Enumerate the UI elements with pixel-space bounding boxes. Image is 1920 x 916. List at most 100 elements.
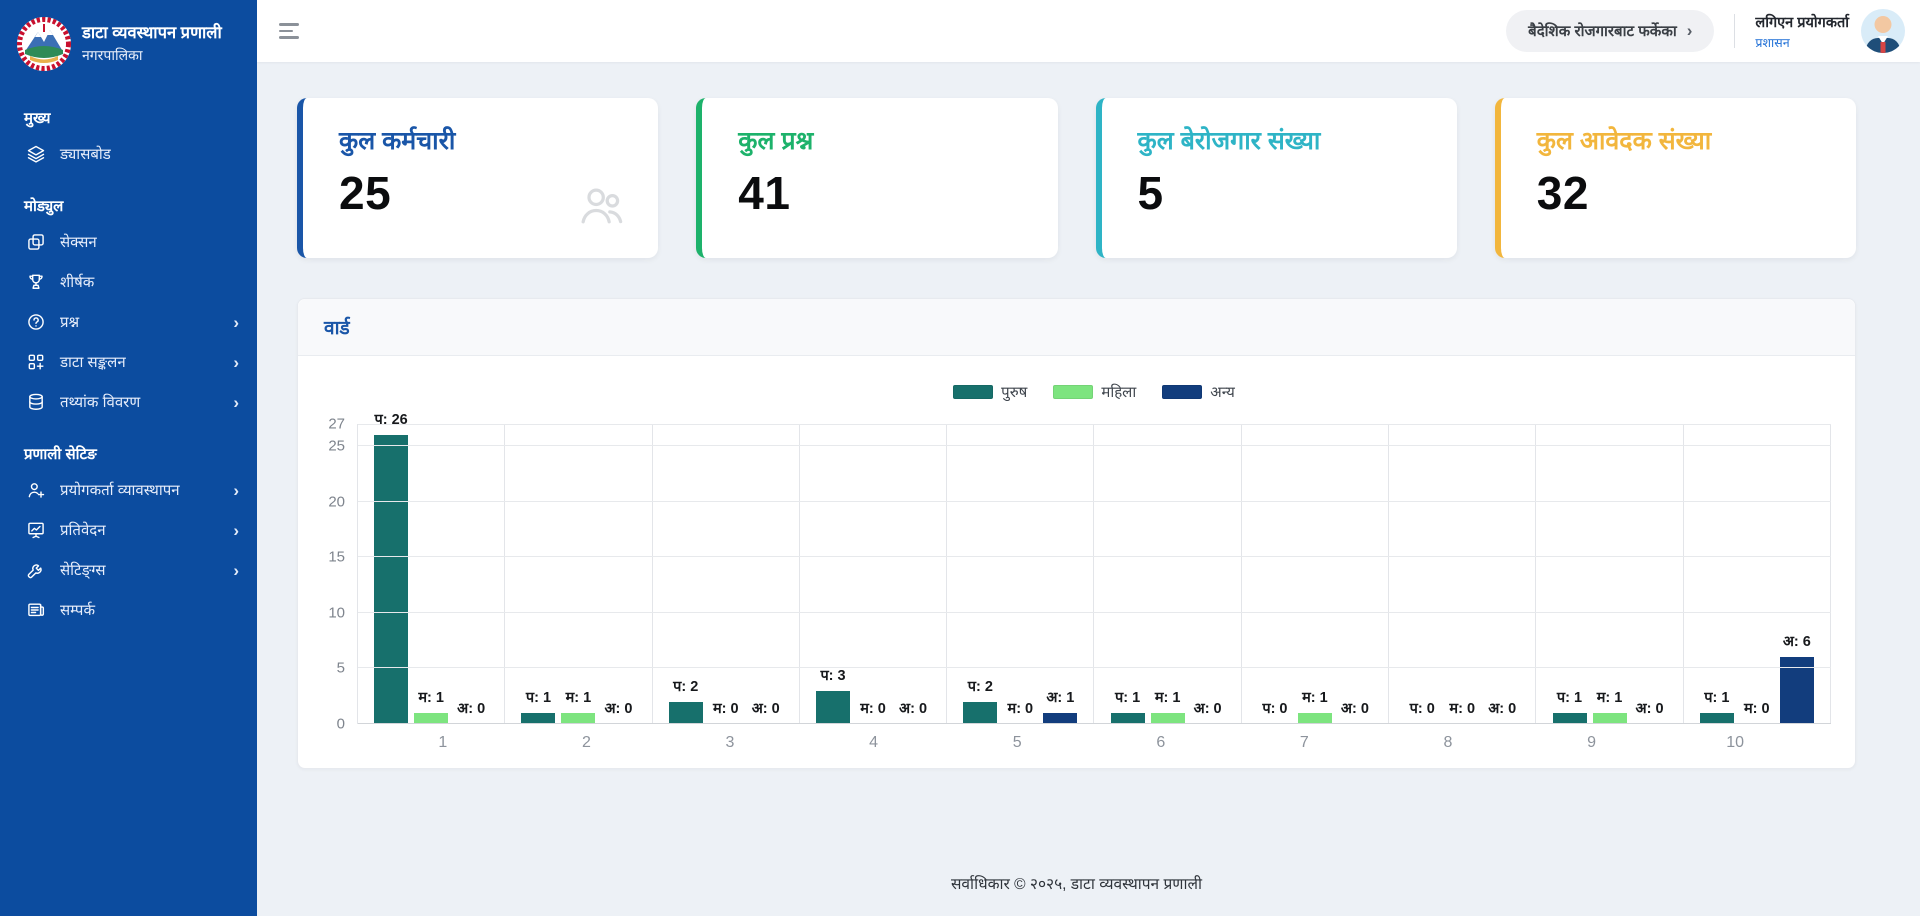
bar-value-label: म: 0	[1744, 701, 1770, 717]
y-tick-label: 5	[336, 659, 345, 677]
brand: डाटा व्यवस्थापन प्रणाली नगरपालिका	[0, 10, 257, 86]
page-content: कुल कर्मचारी 25 कुल प्रश्न 41 कुल बेरोजगार स…	[257, 62, 1920, 916]
question-circle-icon	[26, 312, 46, 332]
x-tick-label: 5	[1012, 734, 1022, 751]
bar-value-label: अ: 0	[1635, 701, 1664, 717]
ward-group-1: प: 26 म: 1 अ: 0	[358, 412, 506, 724]
ward-group-10: प: 1 म: 0 अ: 6	[1684, 424, 1831, 724]
bar-value-label: अ: 0	[899, 701, 928, 717]
sidebar-item-dashboard[interactable]: ड्यासबोड	[0, 134, 257, 174]
ward-group-3: प: 2 म: 0 अ: 0	[653, 424, 800, 724]
hamburger-menu-icon[interactable]	[279, 23, 299, 39]
stat-title: कुल बेरोजगार संख्या	[1137, 127, 1321, 155]
sidebar-item-report[interactable]: प्रतिवेदन ›	[0, 510, 257, 550]
users-icon	[576, 180, 628, 232]
ward-chart-panel: वार्ड पुरुष महिला अन्य 0 5 10 15 20 25 27 प: 26 म…	[297, 298, 1856, 769]
legend-item-पुरुष[interactable]: पुरुष	[953, 382, 1027, 402]
sidebar-item-title[interactable]: शीर्षक	[0, 262, 257, 302]
bar-महिला-ward-2	[561, 712, 596, 724]
bar-पुरुष-ward-9	[1552, 712, 1587, 724]
legend-label: अन्य	[1210, 384, 1235, 401]
legend-item-अन्य[interactable]: अन्य	[1162, 382, 1235, 402]
bar-value-label: म: 1	[565, 689, 592, 706]
sidebar-item-label: प्रतिवेदन	[60, 522, 106, 539]
panel-header: वार्ड	[298, 299, 1855, 356]
database-icon	[26, 392, 46, 412]
y-tick-label: 20	[328, 493, 345, 511]
sidebar-item-section[interactable]: सेक्सन	[0, 222, 257, 262]
bar-पुरुष-ward-10	[1699, 712, 1734, 724]
ward-bar-chart: 0 5 10 15 20 25 27 प: 26 म: 1 अ: 0 प: 1 म: 1 अ: 0 प:…	[312, 412, 1831, 733]
legend-item-महिला[interactable]: महिला	[1053, 382, 1136, 402]
bar-value-label: प: 2	[967, 678, 993, 695]
sidebar-item-label: शीर्षक	[60, 274, 95, 291]
footer-copyright: सर्वाधिकार © २०२५, डाटा व्यवस्थापन प्रणा…	[950, 876, 1203, 893]
sidebar-item-label: डाटा सङ्कलन	[60, 354, 126, 371]
bar-value-label: अ: 0	[457, 701, 486, 717]
foreign-employment-returnee-label: बैदेशिक रोजगारबाट फर्केका	[1528, 23, 1677, 40]
bar-value-label: प: 2	[673, 678, 699, 695]
sidebar-item-label: सम्पर्क	[60, 602, 95, 619]
y-tick-label: 10	[328, 604, 345, 622]
stat-title: कुल प्रश्न	[738, 127, 814, 155]
bar-value-label: अ: 0	[751, 701, 780, 717]
bar-पुरुष-ward-3	[668, 701, 703, 724]
sidebar-item-label: प्रश्न	[60, 314, 80, 331]
sidebar-section-label: मोड्युल	[24, 198, 64, 215]
copy-icon	[26, 232, 46, 252]
sidebar-item-statistics-detail[interactable]: तथ्यांक विवरण ›	[0, 382, 257, 422]
bar-value-label: म: 1	[1154, 689, 1181, 706]
chevron-right-icon: ›	[233, 352, 239, 372]
bar-value-label: म: 0	[712, 701, 739, 717]
user-name: लगिएन प्रयोगकर्ता	[1755, 14, 1849, 31]
sidebar-item-user-management[interactable]: प्रयोगकर्ता व्यावस्थापन ›	[0, 470, 257, 510]
bar-पुरुष-ward-6	[1110, 712, 1145, 724]
layers-icon	[26, 144, 46, 164]
stat-value: 32	[1536, 167, 1589, 219]
topbar: बैदेशिक रोजगारबाट फर्केका › लगिएन प्रयोग…	[257, 0, 1920, 62]
user-plus-icon	[26, 480, 46, 500]
foreign-employment-returnee-button[interactable]: बैदेशिक रोजगारबाट फर्केका ›	[1506, 10, 1715, 52]
chevron-right-icon: ›	[233, 392, 239, 412]
ward-group-7: प: 0 म: 1 अ: 0	[1242, 424, 1390, 724]
legend-swatch	[1162, 385, 1203, 399]
ward-group-5: प: 2 म: 0 अ: 1	[947, 424, 1095, 724]
app-subtitle: नगरपालिका	[82, 47, 143, 64]
bar-value-label: अ: 0	[604, 701, 633, 717]
bar-पुरुष-ward-2	[521, 712, 556, 724]
bar-value-label: म: 0	[860, 701, 886, 717]
stat-value: 5	[1137, 167, 1164, 219]
chart-legend: पुरुष महिला अन्य	[357, 382, 1831, 402]
chevron-right-icon: ›	[233, 560, 239, 580]
main-area: बैदेशिक रोजगारबाट फर्केका › लगिएन प्रयोग…	[257, 0, 1920, 916]
legend-swatch	[1053, 385, 1094, 399]
user-avatar[interactable]	[1861, 9, 1905, 53]
sidebar-item-label: सेक्सन	[60, 234, 97, 251]
ward-group-8: प: 0 म: 0 अ: 0	[1389, 424, 1537, 724]
bar-value-label: अ: 0	[1488, 701, 1517, 717]
bar-value-label: प: 1	[1115, 689, 1141, 706]
y-tick-label: 15	[328, 548, 345, 566]
panel-body: पुरुष महिला अन्य 0 5 10 15 20 25 27 प: 26 म: 1 अ: …	[298, 356, 1855, 768]
bar-value-label: म: 1	[1302, 689, 1328, 706]
bar-value-label: अ: 0	[1340, 701, 1369, 717]
bar-value-label: म: 1	[1596, 689, 1623, 706]
sidebar-item-settings[interactable]: सेटिङ्ग्स ›	[0, 550, 257, 590]
bar-अन्य-ward-10	[1779, 657, 1814, 724]
sidebar-item-data-collection[interactable]: डाटा सङ्कलन ›	[0, 342, 257, 382]
legend-swatch	[953, 385, 994, 399]
report-chart-icon	[26, 520, 46, 540]
sidebar-item-contact[interactable]: सम्पर्क	[0, 590, 257, 630]
sidebar-item-label: सेटिङ्ग्स	[60, 562, 106, 579]
x-tick-label: 6	[1156, 734, 1166, 751]
x-tick-label: 10	[1726, 734, 1745, 751]
x-tick-label: 8	[1443, 734, 1453, 751]
bar-value-label: प: 0	[1262, 701, 1288, 717]
ward-group-9: प: 1 म: 1 अ: 0	[1536, 424, 1684, 724]
panel-title: वार्ड	[324, 318, 350, 339]
bar-value-label: प: 0	[1409, 701, 1435, 717]
sidebar-item-question[interactable]: प्रश्न ›	[0, 302, 257, 342]
contact-icon	[26, 600, 46, 620]
ward-group-6: प: 1 म: 1 अ: 0	[1094, 424, 1242, 724]
bar-value-label: म: 0	[1449, 701, 1476, 717]
